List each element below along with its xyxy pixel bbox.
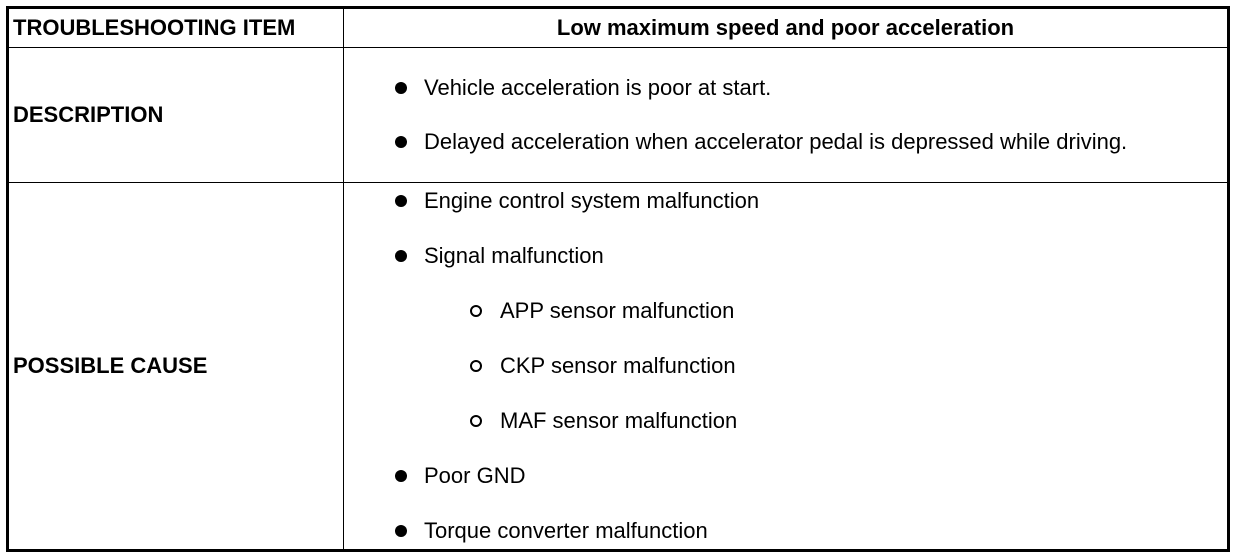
troubleshooting-table-frame: TROUBLESHOOTING ITEM Low maximum speed a…: [6, 6, 1230, 552]
list-item-text: APP sensor malfunction: [500, 298, 735, 324]
list-item: Poor GND: [344, 462, 1227, 490]
list-item: Signal malfunction: [344, 242, 1227, 270]
hollow-circle-bullet-icon: [470, 305, 482, 318]
sub-list-item: APP sensor malfunction: [344, 297, 1227, 325]
possible-cause-label: POSSIBLE CAUSE: [9, 182, 344, 549]
filled-circle-bullet-icon: [395, 82, 407, 95]
possible-cause-list: Engine control system malfunction Signal…: [344, 187, 1227, 545]
troubleshooting-item-label: TROUBLESHOOTING ITEM: [9, 9, 344, 49]
hollow-circle-bullet-icon: [470, 360, 482, 373]
list-item: Delayed acceleration when accelerator pe…: [344, 128, 1227, 156]
sub-list-item: MAF sensor malfunction: [344, 407, 1227, 435]
list-item: Vehicle acceleration is poor at start.: [344, 74, 1227, 102]
list-item-text: Delayed acceleration when accelerator pe…: [424, 129, 1128, 155]
list-item-text: Poor GND: [424, 463, 526, 489]
list-item-text: Torque converter malfunction: [424, 518, 708, 544]
description-row: DESCRIPTION Vehicle acceleration is poor…: [9, 47, 1227, 184]
troubleshooting-table: TROUBLESHOOTING ITEM Low maximum speed a…: [9, 9, 1227, 549]
description-list: Vehicle acceleration is poor at start. D…: [344, 74, 1227, 156]
hollow-circle-bullet-icon: [470, 415, 482, 428]
list-item: Engine control system malfunction: [344, 187, 1227, 215]
filled-circle-bullet-icon: [395, 525, 407, 538]
description-cell: Vehicle acceleration is poor at start. D…: [343, 47, 1227, 184]
list-item-text: CKP sensor malfunction: [500, 353, 736, 379]
description-label: DESCRIPTION: [9, 47, 344, 184]
filled-circle-bullet-icon: [395, 470, 407, 483]
header-row: TROUBLESHOOTING ITEM Low maximum speed a…: [9, 9, 1227, 49]
filled-circle-bullet-icon: [395, 250, 407, 263]
list-item-text: Vehicle acceleration is poor at start.: [424, 75, 772, 101]
possible-cause-row: POSSIBLE CAUSE Engine control system mal…: [9, 182, 1227, 549]
list-item-text: Signal malfunction: [424, 243, 604, 269]
troubleshooting-item-title: Low maximum speed and poor acceleration: [343, 9, 1227, 49]
list-item: Torque converter malfunction: [344, 517, 1227, 545]
sub-list-item: CKP sensor malfunction: [344, 352, 1227, 380]
possible-cause-cell: Engine control system malfunction Signal…: [343, 182, 1227, 549]
filled-circle-bullet-icon: [395, 136, 407, 149]
filled-circle-bullet-icon: [395, 195, 407, 208]
list-item-text: Engine control system malfunction: [424, 188, 760, 214]
list-item-text: MAF sensor malfunction: [500, 408, 738, 434]
